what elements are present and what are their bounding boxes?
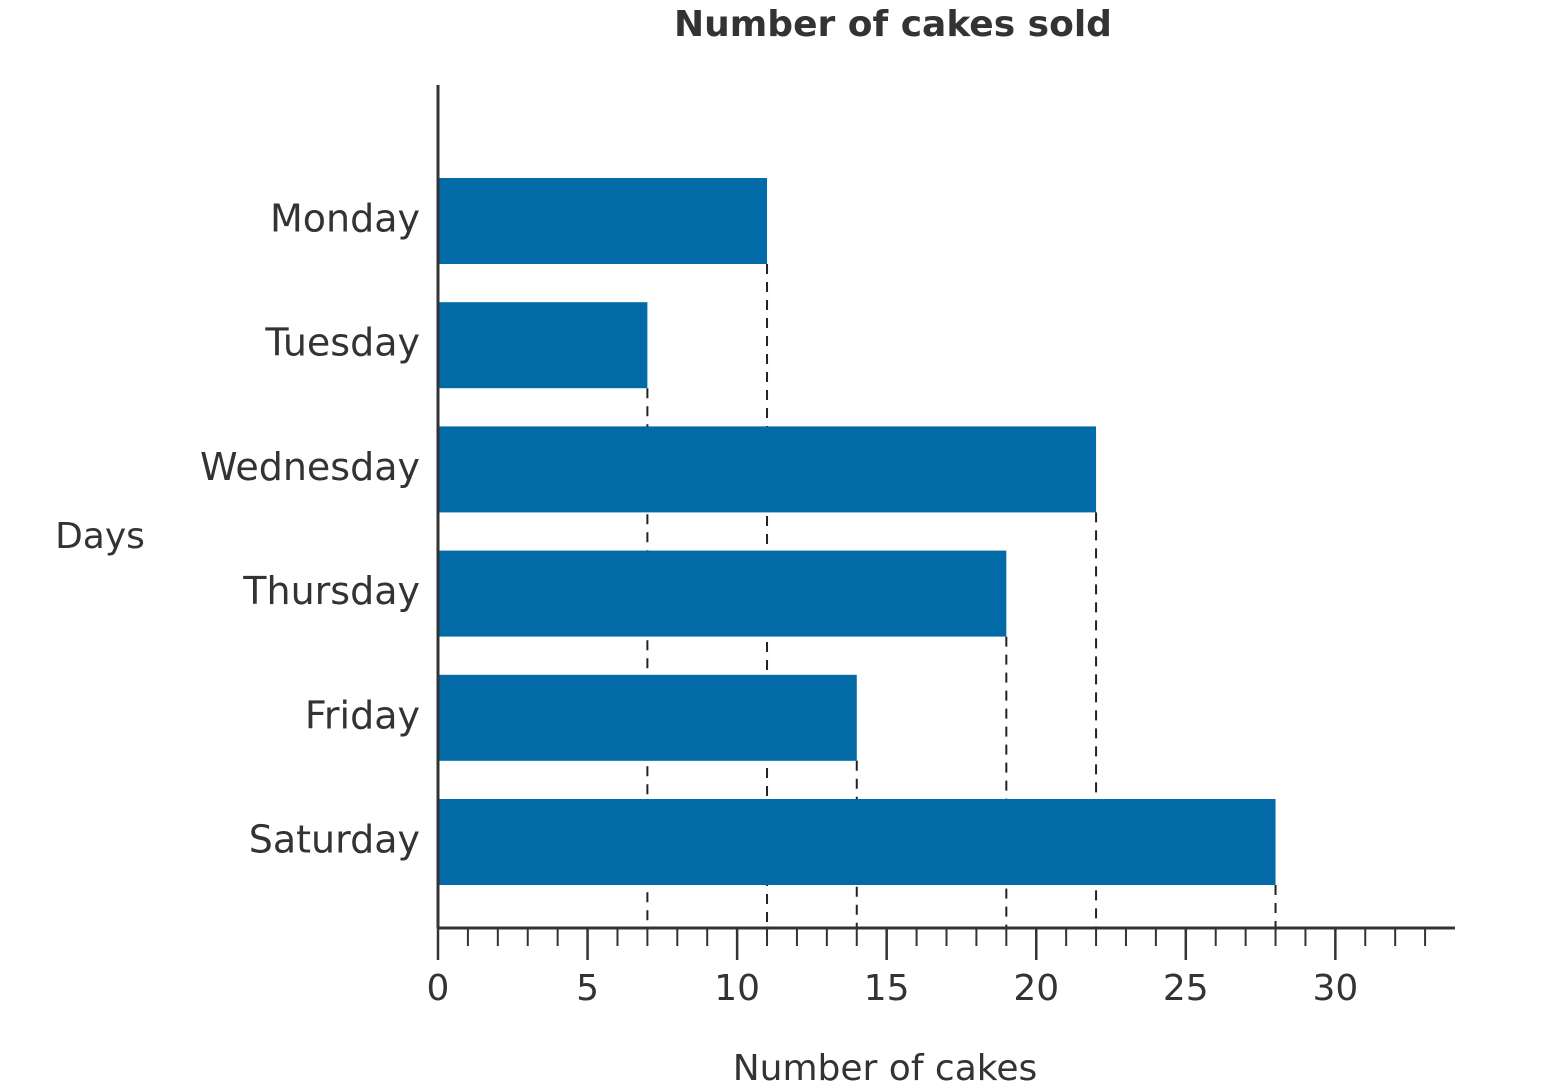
x-tick-label: 30 (1312, 968, 1358, 1009)
bar (438, 550, 1007, 637)
x-tick-label: 10 (714, 968, 760, 1009)
bar (438, 799, 1276, 885)
y-tick-label: Thursday (242, 569, 420, 613)
x-tick-label: 5 (576, 968, 599, 1009)
x-tick-label: 15 (864, 968, 910, 1009)
y-tick-label: Tuesday (264, 321, 420, 365)
chart-title: Number of cakes sold (674, 4, 1112, 45)
bar (438, 426, 1097, 513)
bar (438, 178, 768, 264)
y-tick-label: Friday (305, 693, 420, 737)
bar (438, 674, 857, 761)
x-tick-label: 20 (1013, 968, 1059, 1009)
y-tick-label: Monday (270, 197, 420, 241)
bar (438, 302, 648, 389)
y-tick-label: Wednesday (200, 445, 420, 489)
x-tick-label: 0 (427, 968, 450, 1009)
x-axis-title: Number of cakes (733, 1048, 1038, 1089)
y-axis-title: Days (55, 516, 145, 557)
x-tick-label: 25 (1163, 968, 1209, 1009)
y-tick-label: Saturday (249, 818, 420, 862)
